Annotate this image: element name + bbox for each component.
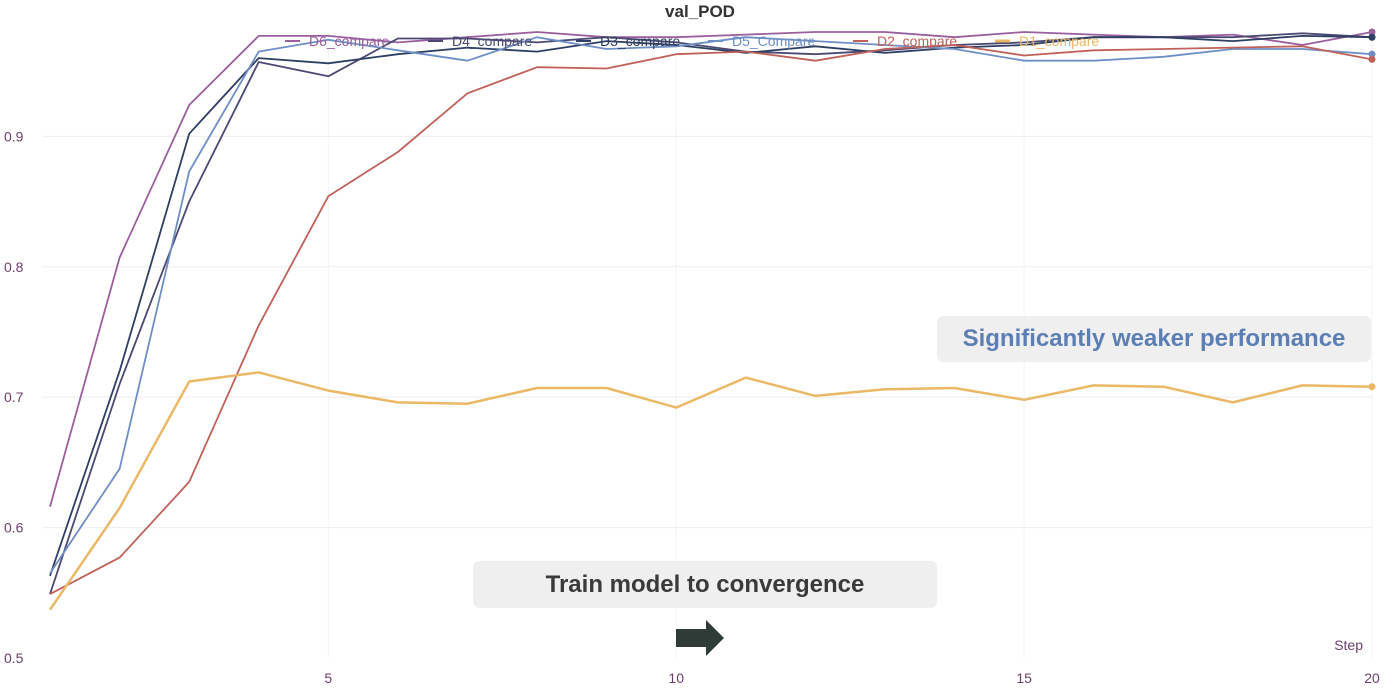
legend-item-d4-compare[interactable]: D4_compare [428,33,532,49]
series-end-point [1368,55,1376,63]
legend-item-d2-compare[interactable]: D2_compare [853,33,957,49]
legend-item-d5-compare[interactable]: D5_Compare [708,33,815,49]
annotation-weaker-performance: Significantly weaker performance [937,316,1371,362]
series-line-d3-compare [49,35,1373,577]
legend-label: D4_compare [452,33,532,49]
series-end-point [1368,28,1376,36]
x-tick-label: 20 [1364,670,1380,686]
series-line-d5-compare [49,36,1373,574]
legend-label: D1_compare [1019,33,1099,49]
y-tick-label: 0.6 [4,520,24,536]
gridlines [42,32,1373,658]
right-arrow-icon [676,620,724,656]
y-tick-label: 0.8 [4,259,24,275]
x-axis-label: Step [1334,637,1363,653]
x-tick-labels: 5 10 15 20 [324,670,1380,686]
y-tick-label: 0.7 [4,389,24,405]
series-line-d6-compare [49,31,1373,507]
legend-label: D2_compare [877,33,957,49]
y-tick-labels: 0.5 0.6 0.7 0.8 0.9 [4,128,24,666]
legend-label: D5_Compare [732,33,815,49]
legend-item-d3-compare[interactable]: D3_compare [576,33,680,49]
series-line-d2-compare [49,44,1373,595]
series-end-point [1368,33,1376,41]
x-tick-label: 15 [1016,670,1032,686]
series-line-d1-compare [48,371,1373,611]
chart-title: val_POD [665,2,735,21]
legend-label: D6_compare [309,33,389,49]
legend-item-d1-compare[interactable]: D1_compare [995,33,1099,49]
y-tick-label: 0.9 [4,128,24,144]
series-line-d4-compare [49,32,1373,595]
y-tick-label: 0.5 [4,650,24,666]
series-lines [48,28,1376,611]
x-tick-label: 10 [668,670,684,686]
x-tick-label: 5 [324,670,332,686]
legend-item-d6-compare[interactable]: D6_compare [285,33,389,49]
series-end-point [1368,383,1376,391]
series-end-point [1368,50,1376,58]
legend-label: D3_compare [600,33,680,49]
annotation-train-convergence: Train model to convergence [473,561,937,608]
legend[interactable]: D6_compare D4_compare D3_compare D5_Compare… [285,33,1099,49]
